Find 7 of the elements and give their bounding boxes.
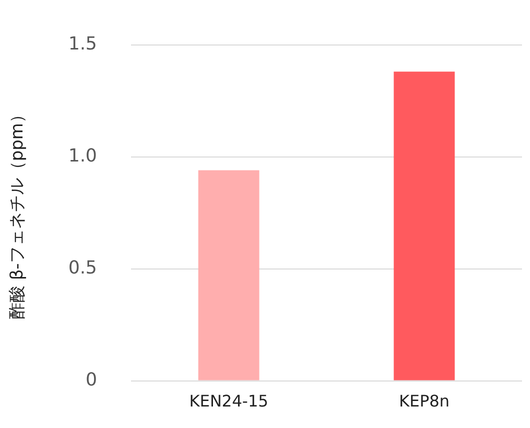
y-tick-label: 0 (86, 369, 98, 390)
y-tick-label: 1.5 (68, 33, 98, 54)
y-tick-label: 0.5 (68, 257, 98, 278)
x-tick-label: KEN24-15 (189, 392, 268, 411)
y-tick-label: 1.0 (68, 145, 98, 166)
y-axis-title: 酢酸 β-フェネチル（ppm） (8, 106, 28, 320)
x-tick-label: KEP8n (398, 392, 450, 411)
